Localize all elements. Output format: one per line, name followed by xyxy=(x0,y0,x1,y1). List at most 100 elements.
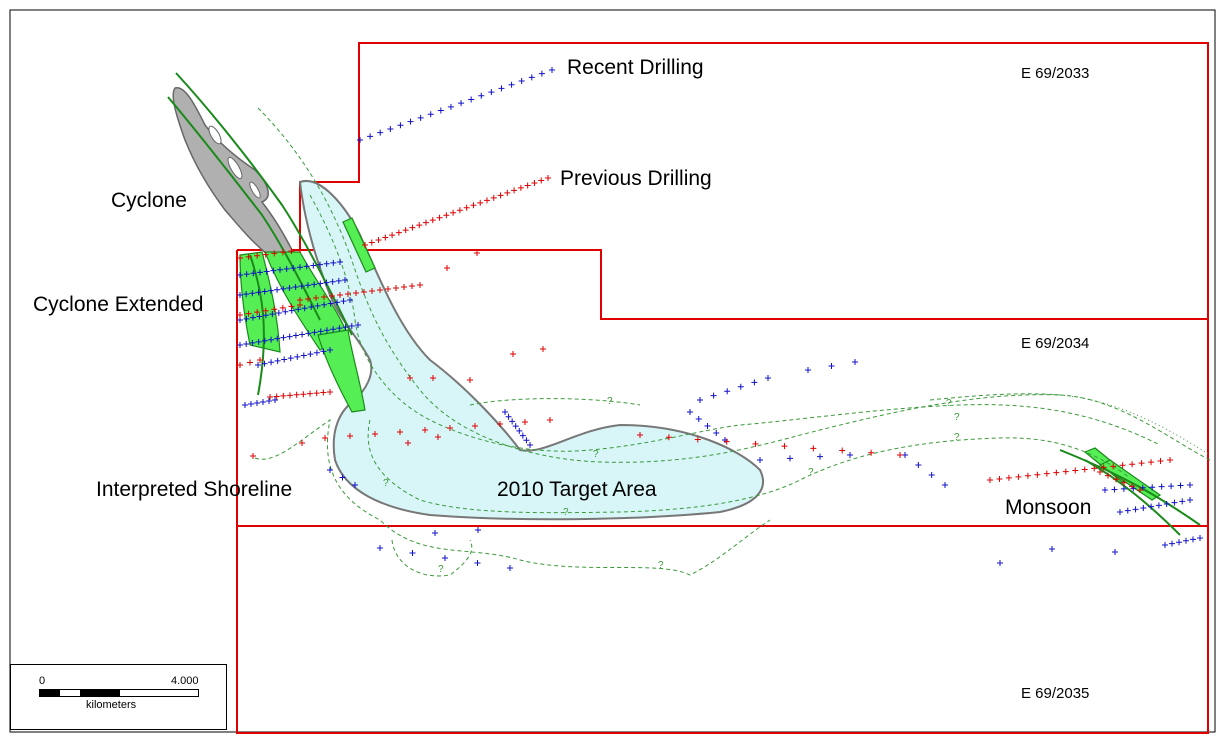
drill-hole-marker xyxy=(323,279,330,286)
drill-hole-marker xyxy=(286,333,293,340)
drill-hole-marker xyxy=(242,402,248,408)
drill-hole-marker xyxy=(401,284,407,290)
drill-hole-marker xyxy=(852,359,858,365)
drill-hole-marker xyxy=(320,389,327,396)
drill-hole-marker xyxy=(1121,479,1127,486)
tenement-boundaries xyxy=(236,42,1209,734)
svg-text:?: ? xyxy=(808,467,814,478)
tenement-label-middle: E 69/2034 xyxy=(1021,335,1090,352)
drill-hole-marker xyxy=(437,107,444,114)
drill-hole-marker xyxy=(245,253,252,260)
drill-hole-marker xyxy=(429,217,436,224)
label-monsoon: Monsoon xyxy=(1005,496,1092,519)
drill-hole-marker xyxy=(1187,482,1193,488)
scale-bar-start: 0 xyxy=(39,675,46,687)
drill-hole-marker xyxy=(427,111,434,118)
drill-hole-marker xyxy=(245,310,252,317)
drill-hole-marker xyxy=(1157,458,1164,465)
drill-hole-marker xyxy=(502,409,508,415)
drill-hole-marker xyxy=(330,259,337,266)
drill-hole-marker xyxy=(409,283,415,289)
scale-bar-unit: kilometers xyxy=(86,699,137,711)
drill-hole-marker xyxy=(540,346,546,352)
target-area-polygon xyxy=(298,179,765,521)
drill-hole-marker xyxy=(362,242,368,248)
drill-hole-marker xyxy=(305,330,312,337)
drill-hole-marker xyxy=(1176,539,1182,546)
drill-hole-marker xyxy=(283,265,290,272)
drill-hole-marker xyxy=(348,323,355,330)
drill-hole-marker xyxy=(1072,467,1079,474)
drill-hole-marker xyxy=(237,292,243,298)
drill-hole-marker xyxy=(385,286,391,292)
drill-hole-marker xyxy=(268,359,275,366)
tenement-e69-2035 xyxy=(236,526,1209,734)
drill-hole-marker xyxy=(409,550,416,556)
drill-hole-marker xyxy=(1100,464,1107,471)
drill-hole-marker xyxy=(468,96,475,103)
drill-hole-marker xyxy=(868,449,875,456)
drill-hole-marker xyxy=(1162,542,1168,548)
drill-hole-marker xyxy=(1168,483,1175,490)
drill-hole-marker xyxy=(313,349,320,356)
drill-hole-marker xyxy=(339,474,346,481)
drill-hole-marker xyxy=(511,187,518,194)
drill-hole-marker xyxy=(307,390,313,397)
scale-bar-end: 4.000 xyxy=(171,675,199,687)
drill-hole-marker xyxy=(300,352,307,359)
drill-hole-marker xyxy=(1005,474,1012,481)
drill-hole-marker xyxy=(389,232,396,239)
drill-hole-marker xyxy=(247,359,253,366)
drill-hole-marker xyxy=(1034,471,1041,478)
drill-hole-marker xyxy=(317,261,323,268)
drill-hole-marker xyxy=(1015,473,1022,480)
drill-hole-marker xyxy=(267,287,274,294)
drill-hole-marker xyxy=(368,239,375,246)
drill-hole-marker xyxy=(274,357,281,364)
drill-hole-marker xyxy=(313,390,320,397)
drill-hole-marker xyxy=(752,440,759,447)
svg-text:?: ? xyxy=(438,564,444,575)
drill-hole-marker xyxy=(1120,485,1127,492)
drill-hole-marker xyxy=(1158,483,1165,490)
drill-hole-marker xyxy=(347,433,353,439)
drill-hole-marker xyxy=(395,229,402,236)
drill-hole-marker xyxy=(314,302,321,309)
drill-hole-marker xyxy=(435,434,441,440)
cyclone-holes xyxy=(208,125,261,199)
drill-hole-marker xyxy=(307,351,314,358)
drill-hole-marker xyxy=(787,455,793,462)
drill-hole-marker xyxy=(250,270,257,277)
previous-drill-holes xyxy=(237,175,1173,493)
tenement-e69-2033 xyxy=(237,42,1209,320)
drill-hole-marker xyxy=(1163,501,1170,507)
drill-hole-marker xyxy=(1043,470,1050,477)
drill-hole-marker xyxy=(484,197,490,204)
drill-hole-marker xyxy=(488,89,495,96)
drill-hole-marker xyxy=(297,247,303,253)
drill-hole-marker xyxy=(996,475,1003,482)
scale-bar-graphic xyxy=(39,689,199,697)
drill-hole-marker xyxy=(1102,487,1108,493)
drill-hole-marker xyxy=(323,260,330,267)
drill-hole-marker xyxy=(1140,505,1147,511)
drill-hole-marker xyxy=(757,457,763,463)
drill-hole-marker xyxy=(695,416,702,422)
drill-hole-marker xyxy=(342,324,349,331)
drill-hole-marker xyxy=(1113,476,1119,483)
interpreted-shoreline-lines xyxy=(254,107,1211,577)
drill-hole-marker xyxy=(288,248,295,255)
drill-hole-marker xyxy=(1132,506,1139,513)
drill-hole-marker xyxy=(523,437,530,444)
drill-hole-marker xyxy=(249,339,256,346)
drill-hole-marker xyxy=(781,443,788,450)
drill-hole-marker xyxy=(828,363,835,369)
drill-hole-marker xyxy=(301,305,308,312)
drill-hole-marker xyxy=(1117,509,1123,515)
drill-hole-marker xyxy=(456,207,463,214)
drill-hole-marker xyxy=(268,336,275,343)
drill-hole-marker xyxy=(337,259,343,265)
drill-hole-marker xyxy=(256,313,263,320)
drill-hole-marker xyxy=(254,400,260,406)
drill-hole-marker xyxy=(355,322,361,328)
